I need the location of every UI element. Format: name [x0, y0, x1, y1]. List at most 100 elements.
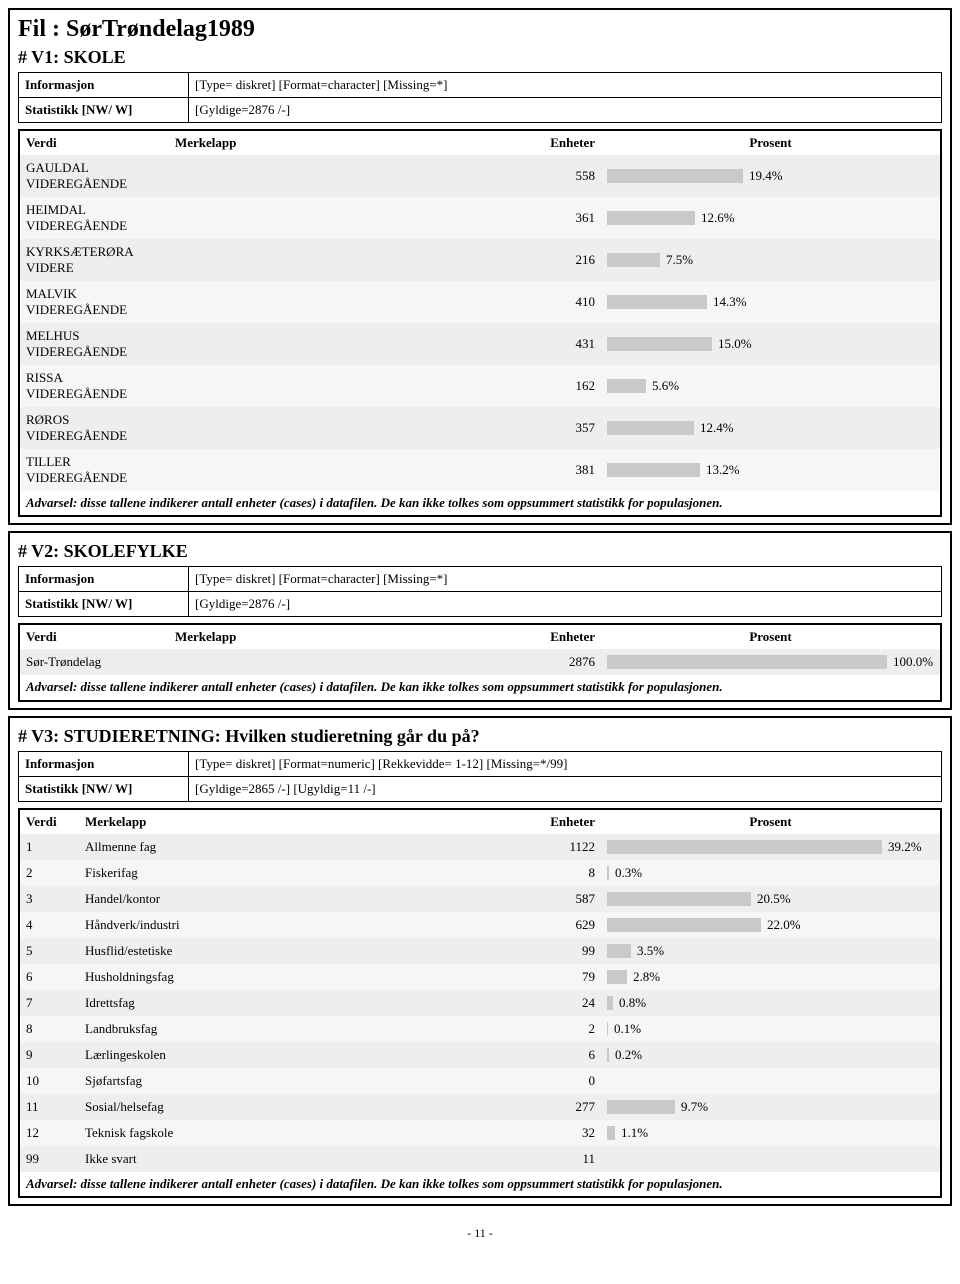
cell-enh: 410: [501, 281, 601, 323]
cell-merk: [169, 155, 501, 197]
cell-enh: 381: [501, 449, 601, 491]
bar: [607, 253, 660, 267]
cell-bar: 19.4%: [601, 155, 941, 197]
bar: [607, 866, 609, 880]
cell-enh: 587: [501, 886, 601, 912]
cell-enh: 277: [501, 1094, 601, 1120]
cell-verdi: RØROS VIDEREGÅENDE: [19, 407, 169, 449]
bar: [607, 1048, 609, 1062]
info-label: Informasjon: [19, 73, 189, 98]
col-enheter: Enheter: [501, 809, 601, 834]
cell-merk: Husholdningsfag: [79, 964, 501, 990]
cell-val: 2: [19, 860, 79, 886]
bar: [607, 1126, 615, 1140]
col-verdi: Verdi: [19, 130, 169, 155]
col-prosent: Prosent: [601, 809, 941, 834]
bar: [607, 421, 694, 435]
bar: [607, 892, 751, 906]
cell-verdi: MELHUS VIDEREGÅENDE: [19, 323, 169, 365]
pct-label: 9.7%: [681, 1099, 708, 1115]
table-row: 10Sjøfartsfag0: [19, 1068, 941, 1094]
cell-enh: 216: [501, 239, 601, 281]
cell-enh: 8: [501, 860, 601, 886]
info-label: Informasjon: [19, 567, 189, 592]
pct-label: 0.2%: [615, 1047, 642, 1063]
cell-bar: 13.2%: [601, 449, 941, 491]
cell-bar: 39.2%: [601, 834, 941, 860]
cell-enh: 32: [501, 1120, 601, 1146]
pct-label: 13.2%: [706, 462, 740, 478]
col-merkelapp: Merkelapp: [169, 624, 501, 649]
cell-bar: 3.5%: [601, 938, 941, 964]
pct-label: 2.8%: [633, 969, 660, 985]
v1-info-table: Informasjon [Type= diskret] [Format=char…: [18, 72, 942, 123]
table-row: 7Idrettsfag240.8%: [19, 990, 941, 1016]
table-row: MELHUS VIDEREGÅENDE 431 15.0%: [19, 323, 941, 365]
stat-label: Statistikk [NW/ W]: [19, 592, 189, 617]
cell-bar: 0.3%: [601, 860, 941, 886]
cell-bar: 9.7%: [601, 1094, 941, 1120]
col-prosent: Prosent: [601, 624, 941, 649]
v3-info-val: [Type= diskret] [Format=numeric] [Rekkev…: [189, 751, 942, 776]
cell-enh: 431: [501, 323, 601, 365]
cell-merk: Håndverk/industri: [79, 912, 501, 938]
v1-data-table: Verdi Merkelapp Enheter Prosent GAULDAL …: [18, 129, 942, 517]
col-enheter: Enheter: [501, 130, 601, 155]
cell-enh: 11: [501, 1146, 601, 1172]
cell-enh: 24: [501, 990, 601, 1016]
cell-merk: [169, 407, 501, 449]
cell-enh: 99: [501, 938, 601, 964]
cell-merk: Sjøfartsfag: [79, 1068, 501, 1094]
table-row: KYRKSÆTERØRA VIDERE2167.5%: [19, 239, 941, 281]
bar: [607, 1100, 675, 1114]
cell-merk: [169, 239, 501, 281]
bar: [607, 970, 627, 984]
cell-merk: [169, 449, 501, 491]
table-row: 6Husholdningsfag792.8%: [19, 964, 941, 990]
cell-merk: Fiskerifag: [79, 860, 501, 886]
cell-val: 12: [19, 1120, 79, 1146]
cell-enh: 1122: [501, 834, 601, 860]
pct-label: 19.4%: [749, 168, 783, 184]
pct-label: 100.0%: [893, 654, 933, 670]
bar: [607, 840, 882, 854]
cell-val: 3: [19, 886, 79, 912]
cell-val: 11: [19, 1094, 79, 1120]
col-verdi: Verdi: [19, 624, 169, 649]
cell-merk: Lærlingeskolen: [79, 1042, 501, 1068]
pct-label: 0.8%: [619, 995, 646, 1011]
cell-bar: 5.6%: [601, 365, 941, 407]
cell-merk: [169, 323, 501, 365]
cell-merk: [169, 649, 501, 675]
col-prosent: Prosent: [601, 130, 941, 155]
v3-info-table: Informasjon [Type= diskret] [Format=nume…: [18, 751, 942, 802]
v2-title: # V2: SKOLEFYLKE: [18, 541, 942, 562]
cell-merk: [169, 365, 501, 407]
v3-data-table: Verdi Merkelapp Enheter Prosent 1Allmenn…: [18, 808, 942, 1198]
cell-bar: 100.0%: [601, 649, 941, 675]
v3-stat-val: [Gyldige=2865 /-] [Ugyldig=11 /-]: [189, 776, 942, 801]
table-row: 12Teknisk fagskole321.1%: [19, 1120, 941, 1146]
cell-verdi: HEIMDAL VIDEREGÅENDE: [19, 197, 169, 239]
cell-val: 4: [19, 912, 79, 938]
table-row: GAULDAL VIDEREGÅENDE55819.4%: [19, 155, 941, 197]
cell-bar: 22.0%: [601, 912, 941, 938]
pct-label: 12.4%: [700, 420, 734, 436]
v1-title: # V1: SKOLE: [18, 47, 942, 68]
bar: [607, 918, 761, 932]
v2-warn: Advarsel: disse tallene indikerer antall…: [19, 675, 941, 700]
table-row: 8Landbruksfag20.1%: [19, 1016, 941, 1042]
table-row: 4Håndverk/industri62922.0%: [19, 912, 941, 938]
cell-bar: 12.6%: [601, 197, 941, 239]
table-row: 1Allmenne fag112239.2%: [19, 834, 941, 860]
file-title: Fil : SørTrøndelag1989: [18, 16, 942, 43]
cell-verdi: KYRKSÆTERØRA VIDERE: [19, 239, 169, 281]
col-enheter: Enheter: [501, 624, 601, 649]
pct-label: 15.0%: [718, 336, 752, 352]
table-row: Sør-Trøndelag2876100.0%: [19, 649, 941, 675]
cell-enh: 2: [501, 1016, 601, 1042]
bar: [607, 295, 707, 309]
cell-enh: 2876: [501, 649, 601, 675]
bar: [607, 337, 712, 351]
table-row: 11Sosial/helsefag2779.7%: [19, 1094, 941, 1120]
